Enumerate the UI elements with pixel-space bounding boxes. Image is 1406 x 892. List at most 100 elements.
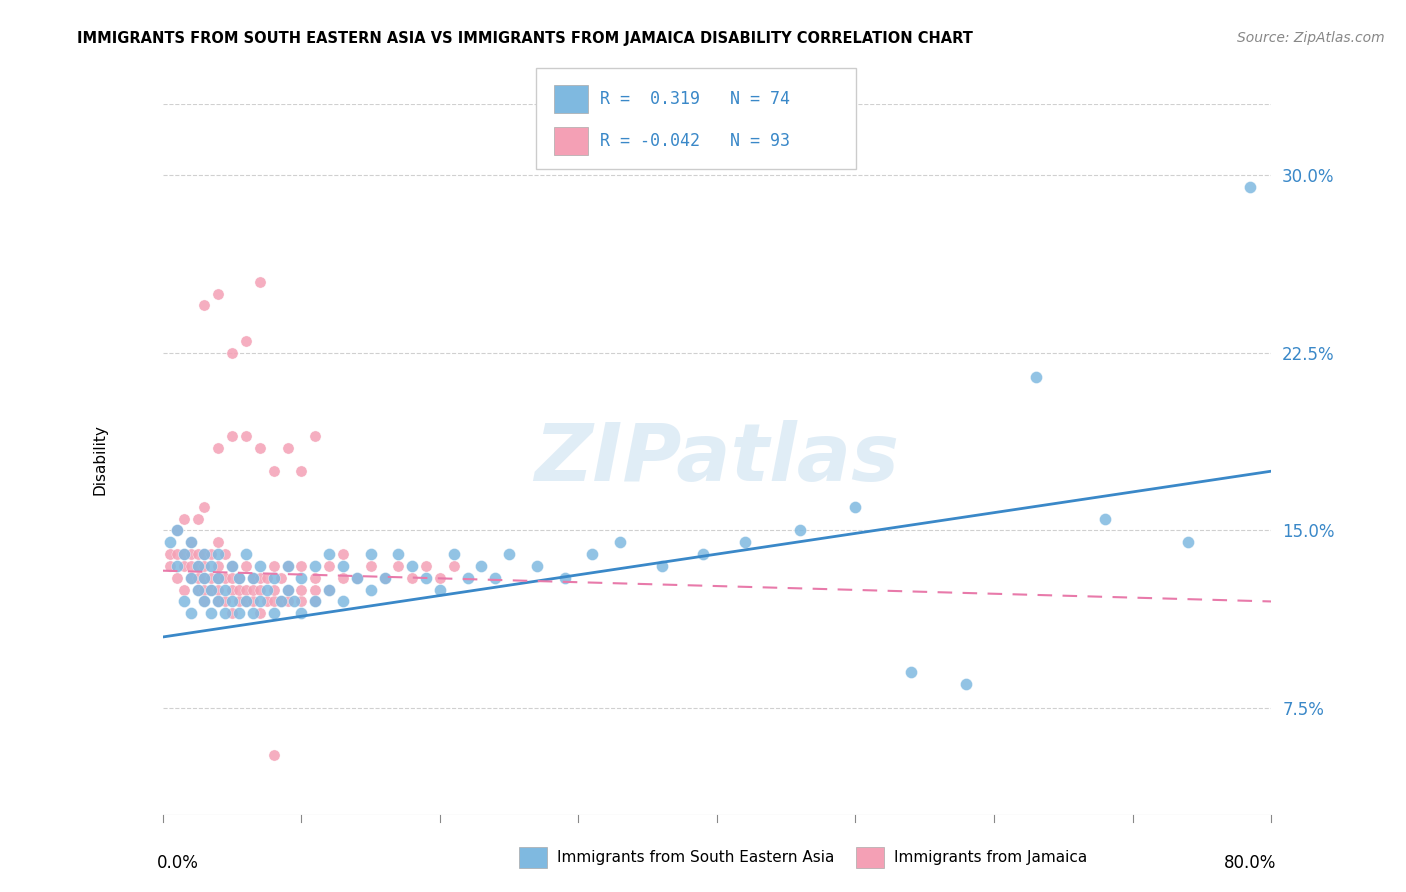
Point <box>166 558 188 573</box>
Point <box>193 547 215 561</box>
Point <box>900 665 922 680</box>
Point <box>207 571 229 585</box>
Point <box>207 558 229 573</box>
Point <box>207 582 229 597</box>
Point <box>387 558 409 573</box>
Point <box>235 594 257 608</box>
Point <box>186 547 208 561</box>
Point <box>415 571 437 585</box>
Point <box>256 582 278 597</box>
Point <box>200 582 222 597</box>
Point <box>228 571 250 585</box>
Point <box>581 547 603 561</box>
Point <box>193 571 215 585</box>
Text: 0.0%: 0.0% <box>157 854 200 871</box>
Point <box>401 571 423 585</box>
Point <box>1239 180 1261 194</box>
Text: 80.0%: 80.0% <box>1225 854 1277 871</box>
Point <box>214 607 236 621</box>
Point <box>270 571 292 585</box>
Point <box>283 594 305 608</box>
Point <box>166 547 188 561</box>
Point <box>235 547 257 561</box>
Point <box>429 571 451 585</box>
Point <box>242 571 264 585</box>
Point <box>221 607 243 621</box>
Point <box>318 558 340 573</box>
Point <box>263 571 285 585</box>
Point <box>249 607 271 621</box>
Point <box>263 594 285 608</box>
Point <box>304 428 326 442</box>
Point <box>277 441 299 455</box>
Point <box>734 535 756 549</box>
Point <box>256 571 278 585</box>
Point <box>554 571 576 585</box>
Point <box>844 500 866 514</box>
Point <box>457 571 479 585</box>
Point <box>200 558 222 573</box>
Point <box>159 535 181 549</box>
Point <box>186 571 208 585</box>
Point <box>304 558 326 573</box>
Text: ZIPatlas: ZIPatlas <box>534 420 900 499</box>
Point <box>207 547 229 561</box>
Point <box>200 607 222 621</box>
Point <box>1177 535 1199 549</box>
Point <box>346 571 368 585</box>
Point <box>277 582 299 597</box>
Point <box>221 558 243 573</box>
Point <box>256 594 278 608</box>
Point <box>235 558 257 573</box>
Point <box>235 334 257 348</box>
Point <box>277 558 299 573</box>
Point <box>263 607 285 621</box>
Point <box>193 547 215 561</box>
Text: Immigrants from South Eastern Asia: Immigrants from South Eastern Asia <box>557 850 834 864</box>
Point <box>159 558 181 573</box>
Point <box>221 582 243 597</box>
Point <box>214 594 236 608</box>
Point <box>200 547 222 561</box>
Point <box>332 594 354 608</box>
Point <box>173 547 195 561</box>
Point <box>193 594 215 608</box>
Point <box>249 558 271 573</box>
Point <box>318 547 340 561</box>
Point <box>214 547 236 561</box>
Point <box>173 511 195 525</box>
Point <box>221 558 243 573</box>
Point <box>360 558 382 573</box>
Point <box>270 594 292 608</box>
Point <box>429 582 451 597</box>
Point <box>207 286 229 301</box>
Text: R =  0.319   N = 74: R = 0.319 N = 74 <box>600 90 790 108</box>
Point <box>228 594 250 608</box>
Point <box>277 594 299 608</box>
Point <box>180 558 202 573</box>
Point <box>443 558 465 573</box>
Point <box>373 571 395 585</box>
Point <box>249 594 271 608</box>
Point <box>200 571 222 585</box>
Point <box>249 571 271 585</box>
Point <box>193 594 215 608</box>
Point <box>228 571 250 585</box>
Point <box>789 524 811 538</box>
Point <box>214 582 236 597</box>
Point <box>235 582 257 597</box>
Point <box>484 571 506 585</box>
Point <box>166 571 188 585</box>
Point <box>360 582 382 597</box>
Point <box>221 571 243 585</box>
Point <box>263 464 285 478</box>
Point <box>304 571 326 585</box>
Point <box>207 535 229 549</box>
Point <box>159 547 181 561</box>
Point <box>242 582 264 597</box>
Point <box>249 441 271 455</box>
Text: Source: ZipAtlas.com: Source: ZipAtlas.com <box>1237 31 1385 45</box>
Point <box>1025 369 1047 384</box>
Point <box>373 571 395 585</box>
Point <box>193 582 215 597</box>
